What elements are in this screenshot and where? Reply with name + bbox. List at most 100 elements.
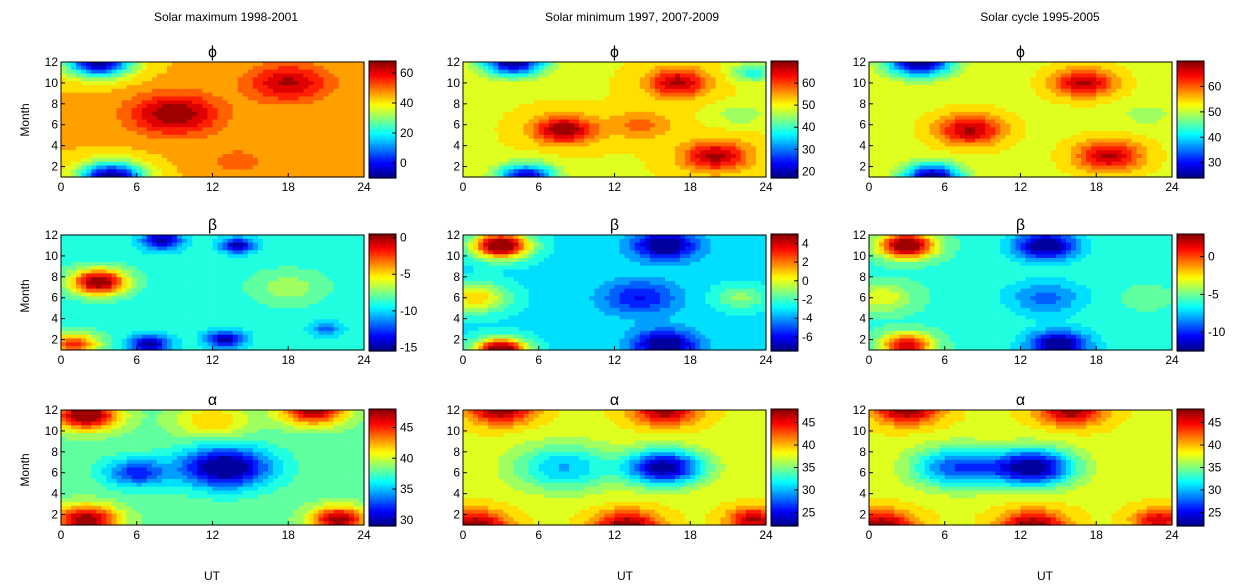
heat-cell xyxy=(202,165,209,170)
heat-cell xyxy=(869,108,875,113)
heat-cell xyxy=(985,104,991,109)
heat-cell xyxy=(222,138,229,144)
heat-cell xyxy=(649,146,656,151)
heat-cell xyxy=(473,150,479,155)
heat-cell xyxy=(899,123,905,128)
heat-cell xyxy=(624,88,631,94)
heat-cell xyxy=(964,142,971,147)
heat-cell xyxy=(1025,142,1032,147)
heat-cell xyxy=(934,150,941,155)
heat-cell xyxy=(634,131,641,136)
heat-cell xyxy=(1005,62,1011,67)
colorbar-swatch xyxy=(771,129,798,133)
heat-cell xyxy=(1045,65,1052,71)
heat-cell xyxy=(247,81,254,86)
heat-cell xyxy=(478,131,484,136)
heat-cell xyxy=(1055,161,1062,167)
heat-cell xyxy=(914,85,921,90)
heat-cell xyxy=(66,146,72,151)
heat-cell xyxy=(323,81,330,86)
heat-cell xyxy=(614,119,621,124)
heat-cell xyxy=(879,115,885,121)
heat-cell xyxy=(232,104,239,109)
heat-cell xyxy=(543,62,550,67)
colorbar-swatch xyxy=(771,117,798,121)
heat-cell xyxy=(1025,100,1032,105)
heat-cell xyxy=(639,169,646,174)
heat-cell xyxy=(303,111,310,117)
heatmap-cells-1 xyxy=(61,62,365,178)
x-tick-label: 24 xyxy=(357,180,371,194)
heat-cell xyxy=(710,104,717,109)
heat-cell xyxy=(1000,150,1006,155)
heat-cell xyxy=(101,62,108,67)
heat-cell xyxy=(980,123,986,128)
heat-cell xyxy=(1035,115,1042,121)
heat-cell xyxy=(333,85,340,90)
heat-cell xyxy=(579,123,585,128)
heat-cell xyxy=(101,88,108,94)
heat-cell xyxy=(463,157,469,163)
heat-cell xyxy=(333,123,340,128)
heat-cell xyxy=(1055,104,1062,109)
heat-cell xyxy=(358,131,365,136)
heat-cell xyxy=(755,92,762,98)
heat-cell xyxy=(308,127,315,132)
heat-cell xyxy=(670,65,676,71)
heat-cell xyxy=(1040,96,1047,101)
heat-cell xyxy=(81,146,87,151)
heat-cell xyxy=(609,96,616,101)
heat-cell xyxy=(126,92,133,98)
heat-cell xyxy=(1071,115,1077,121)
heat-cell xyxy=(760,65,767,71)
heat-cell xyxy=(338,165,345,170)
heat-cell xyxy=(528,73,535,78)
heat-cell xyxy=(523,154,530,159)
heat-cell xyxy=(569,157,575,163)
heat-cell xyxy=(670,62,676,67)
heat-cell xyxy=(192,85,198,90)
heat-cell xyxy=(538,169,545,174)
heat-cell xyxy=(954,142,961,147)
heat-cell xyxy=(1055,92,1062,98)
heat-cell xyxy=(599,173,605,178)
heat-cell xyxy=(659,62,666,67)
heat-cell xyxy=(675,134,681,140)
heat-cell xyxy=(242,150,249,155)
heat-cell xyxy=(293,100,299,105)
heat-cell xyxy=(939,165,946,170)
heat-cell xyxy=(76,119,82,124)
heat-cell xyxy=(338,150,345,155)
heat-cell xyxy=(1010,157,1017,163)
heat-cell xyxy=(720,119,727,124)
heat-cell xyxy=(548,131,555,136)
heat-cell xyxy=(473,85,479,90)
heat-cell xyxy=(493,131,499,136)
heat-cell xyxy=(66,138,72,144)
heat-cell xyxy=(720,96,727,101)
heat-cell xyxy=(715,127,722,132)
heat-cell xyxy=(985,100,991,105)
heat-cell xyxy=(268,104,274,109)
heat-cell xyxy=(202,150,209,155)
heat-cell xyxy=(879,154,885,159)
heat-cell xyxy=(985,142,991,147)
heat-cell xyxy=(172,131,178,136)
heat-cell xyxy=(513,165,520,170)
heat-cell xyxy=(659,150,666,155)
heat-cell xyxy=(503,65,510,71)
heat-cell xyxy=(503,96,510,101)
heat-cell xyxy=(146,161,153,167)
heat-cell xyxy=(695,131,701,136)
heat-cell xyxy=(156,165,163,170)
heat-cell xyxy=(343,169,350,174)
heat-cell xyxy=(81,142,87,147)
heat-cell xyxy=(126,96,133,101)
heat-cell xyxy=(1055,81,1062,86)
heat-cell xyxy=(735,134,742,140)
heat-cell xyxy=(298,138,304,144)
heat-cell xyxy=(483,142,489,147)
heat-cell xyxy=(288,131,294,136)
heat-cell xyxy=(904,88,910,94)
